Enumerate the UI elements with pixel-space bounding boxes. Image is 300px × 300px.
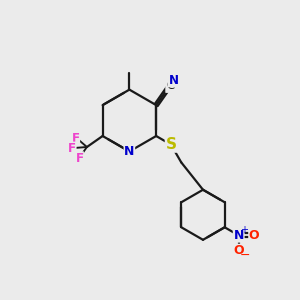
Text: N: N [124, 145, 135, 158]
Text: C: C [166, 79, 174, 92]
Text: F: F [76, 152, 84, 165]
Text: +: + [240, 225, 248, 236]
Text: O: O [233, 244, 244, 257]
Text: F: F [68, 142, 76, 155]
Text: S: S [166, 137, 176, 152]
Text: −: − [239, 249, 250, 262]
Text: F: F [72, 132, 80, 145]
Text: N: N [233, 229, 244, 242]
Text: O: O [249, 229, 259, 242]
Text: N: N [169, 74, 178, 87]
